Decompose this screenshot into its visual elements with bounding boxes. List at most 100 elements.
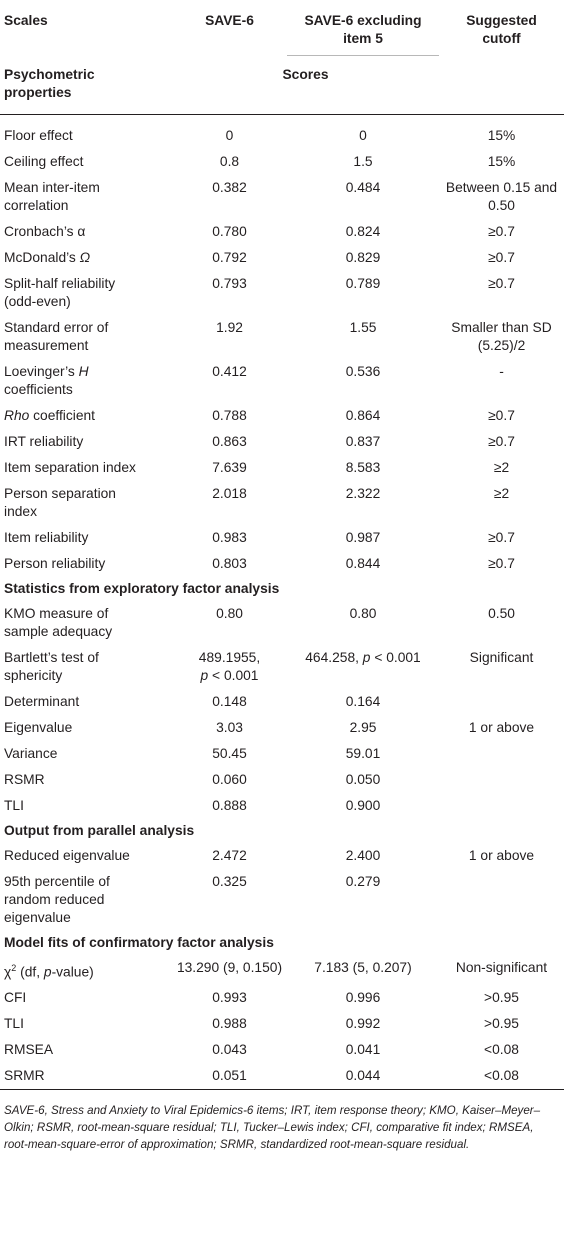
table-cell-label: KMO measure of sample adequacy bbox=[0, 601, 172, 645]
table-cell-cutoff: Between 0.15 and 0.50 bbox=[439, 175, 564, 219]
table-cell-excl: 0.837 bbox=[287, 429, 439, 455]
table-row: Determinant 0.148 0.164 bbox=[0, 689, 564, 715]
cell-line: 7.183 (5, 0.207) bbox=[314, 959, 412, 975]
table-cell-cutoff: Significant bbox=[439, 645, 564, 689]
table-cell-cutoff: - bbox=[439, 359, 564, 403]
cell-line: 59.01 bbox=[345, 745, 381, 761]
cell-line: Person separation bbox=[4, 485, 116, 501]
cell-line: Significant bbox=[469, 649, 534, 665]
header-scales: Scales bbox=[4, 13, 48, 28]
table-cell-label: Determinant bbox=[0, 689, 172, 715]
table-cell-save6: 0.983 bbox=[172, 525, 287, 551]
cell-line: Bartlett’s test of bbox=[4, 649, 99, 665]
table-cell-cutoff bbox=[439, 741, 564, 767]
table-cell-cutoff: ≥0.7 bbox=[439, 271, 564, 315]
cell-line: 13.290 (9, 0.150) bbox=[176, 959, 283, 975]
cell-line: χ2 (df, p-value) bbox=[4, 962, 94, 980]
cell-line: 0.987 bbox=[345, 529, 381, 545]
cell-line: Determinant bbox=[4, 693, 80, 709]
table-cell-save6: 0 bbox=[172, 114, 287, 149]
cell-line: 0.044 bbox=[345, 1068, 381, 1084]
cell-line: sample adequacy bbox=[4, 623, 113, 639]
cell-line: <0.08 bbox=[484, 1042, 519, 1058]
cell-line: 0 bbox=[225, 127, 234, 143]
table-row: Eigenvalue 3.03 2.95 1 or above bbox=[0, 715, 564, 741]
table-cell-save6: 0.8 bbox=[172, 149, 287, 175]
table-cell-label: Person separation index bbox=[0, 481, 172, 525]
table-cell-excl: 0.050 bbox=[287, 767, 439, 793]
cell-line: 489.1955, bbox=[198, 649, 261, 665]
cell-line: SRMR bbox=[4, 1068, 45, 1084]
table-cell-cutoff: 15% bbox=[439, 114, 564, 149]
cell-line: 0.983 bbox=[212, 529, 247, 545]
header-suggested-cutoff: Suggested cutoff bbox=[439, 0, 564, 56]
table-cell-cutoff: ≥0.7 bbox=[439, 551, 564, 577]
cell-line: 0.844 bbox=[345, 555, 381, 571]
section-heading: Statistics from exploratory factor analy… bbox=[4, 580, 280, 596]
table-row: Split-half reliability (odd-even) 0.793 0.7… bbox=[0, 271, 564, 315]
cell-line: 1 or above bbox=[468, 719, 535, 735]
cell-line: 2.018 bbox=[212, 485, 247, 501]
table-cell-save6: 0.793 bbox=[172, 271, 287, 315]
table-cell-save6: 0.148 bbox=[172, 689, 287, 715]
table-row: Variance 50.45 59.01 bbox=[0, 741, 564, 767]
table-cell-excl: 0.789 bbox=[287, 271, 439, 315]
cell-line: 0.829 bbox=[345, 249, 381, 265]
cell-line: Ceiling effect bbox=[4, 153, 84, 169]
table-cell-excl: 2.400 bbox=[287, 843, 439, 869]
section-row: Model fits of confirmatory factor analys… bbox=[0, 931, 564, 955]
table-cell-cutoff: >0.95 bbox=[439, 985, 564, 1011]
cell-line: 0.80 bbox=[349, 605, 377, 621]
table-row: Mean inter-item correlation 0.382 0.484 Betw… bbox=[0, 175, 564, 219]
cell-line: ≥0.7 bbox=[488, 433, 515, 449]
table-cell-save6: 0.792 bbox=[172, 245, 287, 271]
cell-line: 0.789 bbox=[345, 275, 381, 291]
table-cell-cutoff: 1 or above bbox=[439, 843, 564, 869]
table-cell-cutoff: Smaller than SD (5.25)/2 bbox=[439, 315, 564, 359]
cell-line: ≥0.7 bbox=[488, 555, 515, 571]
table-cell-excl: 1.5 bbox=[287, 149, 439, 175]
cell-line: 0.051 bbox=[212, 1068, 247, 1084]
table-row: Floor effect 0 0 15% bbox=[0, 114, 564, 149]
table-cell-cutoff: ≥0.7 bbox=[439, 525, 564, 551]
cell-line: ≥0.7 bbox=[488, 223, 515, 239]
table-cell-save6: 0.988 bbox=[172, 1011, 287, 1037]
cell-line: IRT reliability bbox=[4, 433, 84, 449]
cell-line: 1 or above bbox=[468, 847, 535, 863]
table-cell-label: TLI bbox=[0, 793, 172, 819]
table-cell-excl: 0.041 bbox=[287, 1037, 439, 1063]
table-cell-save6: 13.290 (9, 0.150) bbox=[172, 955, 287, 986]
header-psychometric-properties: Psychometric properties bbox=[0, 55, 172, 115]
table-cell-excl: 0.900 bbox=[287, 793, 439, 819]
table-row: Bartlett’s test of sphericity 489.1955, p <… bbox=[0, 645, 564, 689]
table-row: 95th percentile of random reduced eigenval… bbox=[0, 869, 564, 931]
table-row: RMSEA 0.043 0.041 <0.08 bbox=[0, 1037, 564, 1063]
cell-line: 0.793 bbox=[212, 275, 247, 291]
table-cell-cutoff bbox=[439, 767, 564, 793]
table-container: Scales SAVE-6 SAVE-6 excluding item 5 Su… bbox=[0, 0, 564, 1151]
cell-line: TLI bbox=[4, 797, 24, 813]
cell-line: ≥0.7 bbox=[488, 275, 515, 291]
table-cell-save6: 0.993 bbox=[172, 985, 287, 1011]
cell-line: 0.8 bbox=[219, 153, 240, 169]
psychometric-table: Scales SAVE-6 SAVE-6 excluding item 5 Su… bbox=[0, 0, 564, 1091]
table-cell-excl: 0.824 bbox=[287, 219, 439, 245]
table-cell-label: χ2 (df, p-value) bbox=[0, 955, 172, 986]
table-cell-cutoff: ≥0.7 bbox=[439, 219, 564, 245]
cell-line: index bbox=[4, 503, 37, 519]
table-cell-cutoff: >0.95 bbox=[439, 1011, 564, 1037]
cell-line: Item separation index bbox=[4, 459, 136, 475]
cell-line: sphericity bbox=[4, 667, 63, 683]
table-cell-excl: 0.844 bbox=[287, 551, 439, 577]
table-cell-excl: 1.55 bbox=[287, 315, 439, 359]
cell-line: random reduced bbox=[4, 891, 105, 907]
table-row: Loevinger’s H coefficients 0.412 0.536 - bbox=[0, 359, 564, 403]
table-row: SRMR 0.051 0.044 <0.08 bbox=[0, 1063, 564, 1091]
header-save6-excluding: SAVE-6 excluding item 5 bbox=[287, 0, 439, 56]
cell-line: 0.382 bbox=[212, 179, 247, 195]
cell-line: measurement bbox=[4, 337, 89, 353]
section-row: Output from parallel analysis bbox=[0, 819, 564, 843]
table-cell-excl: 0.992 bbox=[287, 1011, 439, 1037]
table-cell-save6: 0.788 bbox=[172, 403, 287, 429]
cell-line: Split-half reliability bbox=[4, 275, 116, 291]
